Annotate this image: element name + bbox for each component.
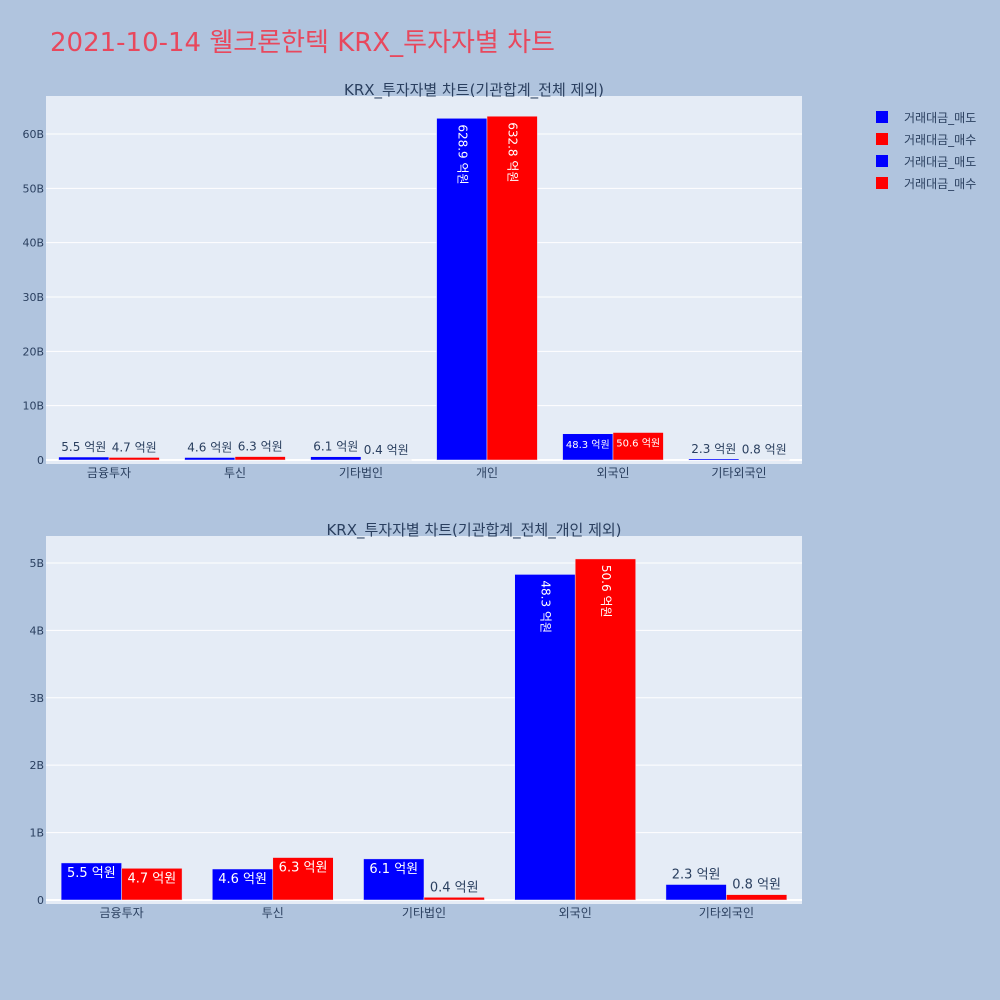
y-tick-label: 40B [22, 237, 44, 250]
bar-data-label: 48.3 억원 [538, 580, 552, 633]
bar-sell [688, 458, 740, 461]
legend-item[interactable]: 거래대금_매수 [876, 172, 976, 194]
bar-buy [574, 558, 636, 901]
bar-data-label: 0.8 억원 [732, 878, 781, 893]
page-title: 2021-10-14 웰크론한텍 KRX_투자자별 차트 [50, 28, 555, 58]
legend-swatch-sell [876, 111, 888, 123]
legend-item[interactable]: 거래대금_매도 [876, 150, 976, 172]
bar-data-label: 4.7 억원 [127, 871, 176, 886]
bar-data-label: 48.3 억원 [566, 439, 610, 451]
x-tick-label: 투신 [224, 466, 246, 480]
bar-data-label: 2.3 억원 [672, 867, 721, 882]
bar-data-label: 2.3 억원 [691, 442, 736, 456]
bar-sell [514, 574, 576, 901]
x-tick-label: 기타법인 [339, 466, 383, 480]
bar-buy [738, 459, 790, 461]
bar-data-label: 0.8 억원 [742, 443, 787, 457]
legend-swatch-buy [876, 133, 888, 145]
bar-sell [58, 456, 110, 461]
bar-data-label: 632.8 억원 [506, 122, 520, 182]
y-tick-label: 0 [37, 894, 44, 907]
chart-title: KRX_투자자별 차트(기관합계_전체 제외) [344, 81, 604, 100]
legend-label: 거래대금_매수 [904, 132, 977, 147]
plot-area [46, 536, 802, 904]
y-tick-label: 5B [29, 557, 44, 570]
chart-title: KRX_투자자별 차트(기관합계_전체_개인 제외) [326, 521, 621, 540]
bar-buy [234, 456, 286, 461]
y-tick-label: 3B [29, 692, 44, 705]
bar-data-label: 6.3 억원 [279, 861, 328, 876]
x-tick-label: 기타외국인 [699, 906, 754, 920]
bar-buy [360, 459, 412, 461]
legend-item[interactable]: 거래대금_매수 [876, 128, 976, 150]
bar-data-label: 4.7 억원 [112, 440, 157, 454]
bar-sell [212, 868, 274, 901]
bar-buy [726, 894, 788, 901]
bar-buy [108, 457, 160, 461]
x-tick-label: 투신 [262, 906, 284, 920]
legend-label: 거래대금_매도 [904, 154, 977, 169]
plot-area [46, 96, 802, 464]
bar-data-label: 6.3 억원 [238, 440, 283, 454]
y-tick-label: 4B [29, 624, 44, 637]
bar-sell [60, 862, 122, 901]
bar-data-label: 628.9 억원 [455, 124, 469, 184]
legend-swatch-buy [876, 177, 888, 189]
y-tick-label: 50B [22, 182, 44, 195]
bar-sell [665, 884, 727, 901]
bar-data-label: 0.4 억원 [364, 443, 409, 457]
legend-label: 거래대금_매수 [904, 176, 977, 191]
x-tick-label: 금융투자 [87, 466, 131, 480]
y-tick-label: 2B [29, 759, 44, 772]
bar-data-label: 5.5 억원 [67, 866, 116, 881]
bar-data-label: 6.1 억원 [369, 862, 418, 877]
bar-sell [436, 118, 488, 461]
x-tick-label: 외국인 [596, 466, 629, 480]
legend-item[interactable]: 거래대금_매도 [876, 106, 976, 128]
y-tick-label: 30B [22, 291, 44, 304]
bar-data-label: 50.6 억원 [599, 565, 613, 618]
bar-data-label: 0.4 억원 [430, 880, 479, 895]
bar-data-label: 6.1 억원 [313, 440, 358, 454]
bar-sell [363, 858, 425, 901]
bar-buy [612, 432, 664, 461]
x-tick-label: 외국인 [559, 906, 592, 920]
bar-data-label: 4.6 억원 [187, 441, 232, 455]
bar-data-label: 50.6 억원 [616, 438, 660, 450]
bar-buy [486, 115, 538, 461]
bar-sell [310, 456, 362, 461]
y-tick-label: 20B [22, 345, 44, 358]
x-tick-label: 개인 [476, 466, 498, 480]
x-tick-label: 기타법인 [402, 906, 446, 920]
x-tick-label: 기타외국인 [711, 466, 766, 480]
y-tick-label: 10B [22, 400, 44, 413]
bar-data-label: 5.5 억원 [61, 440, 106, 454]
x-tick-label: 금융투자 [100, 906, 144, 920]
bar-sell [562, 433, 614, 461]
y-tick-label: 0 [37, 454, 44, 467]
bar-buy [121, 868, 183, 901]
bar-sell [184, 457, 236, 461]
bar-data-label: 4.6 억원 [218, 872, 267, 887]
bar-buy [272, 857, 334, 901]
legend-swatch-sell [876, 155, 888, 167]
legend: 거래대금_매도 거래대금_매수 거래대금_매도 거래대금_매수 [876, 106, 976, 194]
y-tick-label: 1B [29, 827, 44, 840]
legend-label: 거래대금_매도 [904, 110, 977, 125]
y-tick-label: 60B [22, 128, 44, 141]
bar-buy [423, 897, 485, 901]
